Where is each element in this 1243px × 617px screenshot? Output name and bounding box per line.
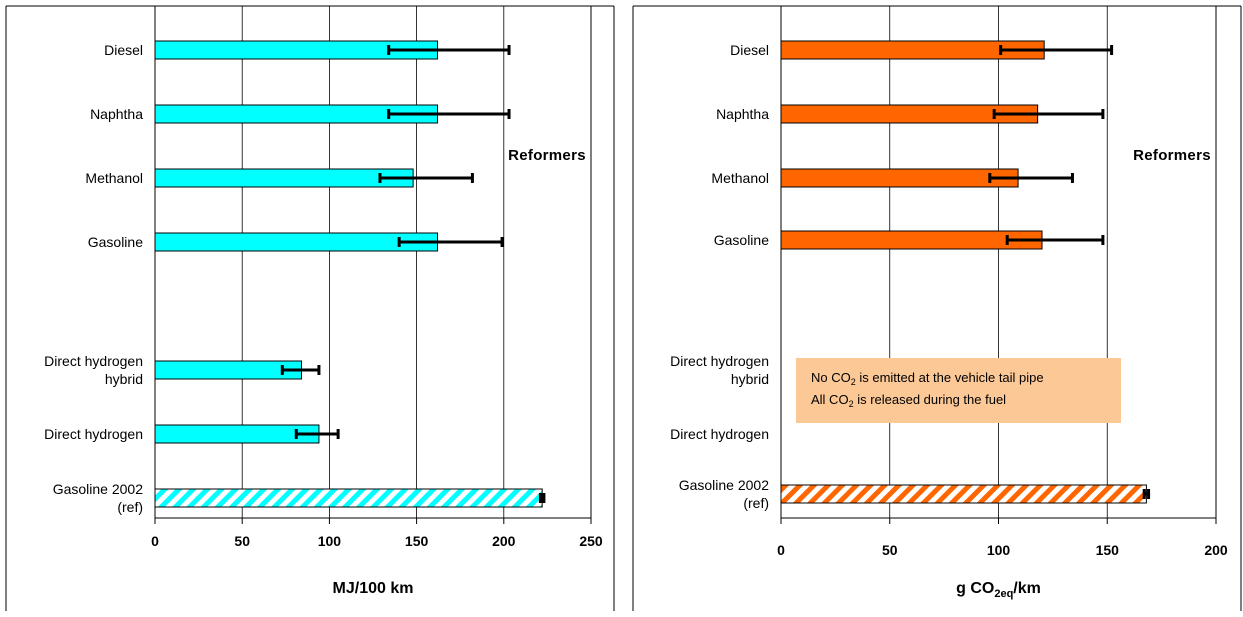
energy-plot-area: [154, 5, 592, 519]
emissions-note-line-1: No CO2 is emitted at the vehicle tail pi…: [811, 370, 1044, 387]
energy-bar: [154, 488, 543, 508]
emissions-category-label: Gasoline: [714, 232, 769, 248]
energy-tick-label: 100: [318, 533, 342, 549]
energy-bar: [154, 424, 320, 444]
energy-category-label: Naphtha: [90, 106, 143, 122]
emissions-category-label: Naphtha: [716, 106, 769, 122]
energy-category-label: Direct hydrogen: [44, 426, 143, 442]
energy-tick-label: 200: [492, 533, 516, 549]
energy-tick-label: 0: [151, 533, 159, 549]
emissions-x-axis-label: g CO2eq/km: [956, 580, 1041, 600]
emissions-category-label: Gasoline 2002 (ref): [679, 477, 770, 511]
emissions-bar: [780, 168, 1019, 188]
energy-group-label: Reformers: [508, 147, 586, 164]
emissions-chart-panel: 0 50 100 150 200 Diesel Naphtha Methanol Gasolin…: [631, 0, 1243, 617]
energy-chart-panel: 0 50 100 150 200 250 Diesel Naphtha Methanol Gaso…: [5, 5, 615, 611]
emissions-category-label: Methanol: [711, 170, 769, 186]
emissions-tick-label: 200: [1204, 542, 1228, 558]
energy-category-label: Direct hydrogen hybrid: [44, 353, 143, 387]
energy-x-axis-label: MJ/100 km: [333, 580, 414, 597]
energy-chart: 0 50 100 150 200 250 Diesel Naphtha Methanol Gaso…: [5, 5, 615, 611]
emissions-bar: [780, 484, 1147, 504]
emissions-group-label: Reformers: [1133, 147, 1211, 164]
energy-bar: [154, 360, 302, 380]
emissions-note-line-2: All CO2 is released during the fuel: [811, 392, 1006, 409]
emissions-chart: 0 50 100 150 200 Diesel Naphtha Methanol Gasolin…: [632, 5, 1242, 611]
energy-tick-label: 50: [234, 533, 250, 549]
energy-category-label: Gasoline: [88, 234, 143, 250]
emissions-note-box: [796, 358, 1121, 423]
emissions-tick-label: 50: [882, 542, 898, 558]
emissions-tick-label: 100: [987, 542, 1011, 558]
energy-tick-label: 150: [405, 533, 429, 549]
emissions-bar: [780, 230, 1043, 250]
energy-tick-label: 250: [579, 533, 603, 549]
energy-category-label: Diesel: [104, 42, 143, 58]
emissions-category-label: Direct hydrogen hybrid: [670, 353, 769, 387]
energy-category-label: Methanol: [85, 170, 143, 186]
energy-category-label: Gasoline 2002 (ref): [53, 481, 144, 515]
energy-bar: [154, 232, 439, 252]
energy-bar: [154, 168, 414, 188]
emissions-category-label: Diesel: [730, 42, 769, 58]
emissions-tick-label: 0: [777, 542, 785, 558]
emissions-tick-label: 150: [1096, 542, 1120, 558]
emissions-category-label: Direct hydrogen: [670, 426, 769, 442]
